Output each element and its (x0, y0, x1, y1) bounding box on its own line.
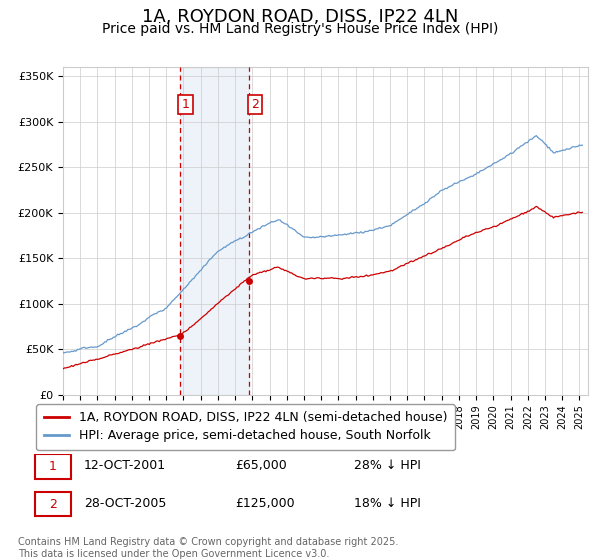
Text: Price paid vs. HM Land Registry's House Price Index (HPI): Price paid vs. HM Land Registry's House … (102, 22, 498, 36)
Legend: 1A, ROYDON ROAD, DISS, IP22 4LN (semi-detached house), HPI: Average price, semi-: 1A, ROYDON ROAD, DISS, IP22 4LN (semi-de… (36, 404, 455, 450)
Text: 1: 1 (182, 99, 190, 111)
FancyBboxPatch shape (35, 454, 71, 479)
Text: 1: 1 (49, 460, 57, 473)
Text: 12-OCT-2001: 12-OCT-2001 (84, 459, 166, 472)
Text: £65,000: £65,000 (235, 459, 287, 472)
Text: 28-OCT-2005: 28-OCT-2005 (84, 497, 166, 510)
Text: Contains HM Land Registry data © Crown copyright and database right 2025.
This d: Contains HM Land Registry data © Crown c… (18, 537, 398, 559)
Text: £125,000: £125,000 (235, 497, 295, 510)
Text: 18% ↓ HPI: 18% ↓ HPI (354, 497, 421, 510)
Text: 28% ↓ HPI: 28% ↓ HPI (354, 459, 421, 472)
Text: 2: 2 (251, 99, 259, 111)
FancyBboxPatch shape (35, 492, 71, 516)
Text: 2: 2 (49, 498, 57, 511)
Bar (180, 67, 250, 395)
Text: 1A, ROYDON ROAD, DISS, IP22 4LN: 1A, ROYDON ROAD, DISS, IP22 4LN (142, 8, 458, 26)
